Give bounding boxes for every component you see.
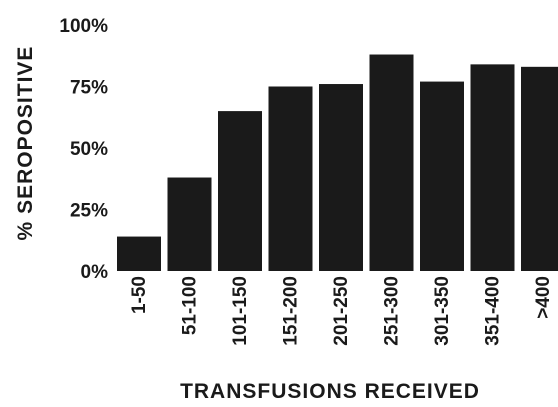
bar	[319, 84, 363, 271]
x-tick-label: 1-50	[129, 276, 150, 314]
bar	[268, 86, 313, 271]
y-tick-label: 50%	[70, 139, 108, 160]
bar	[420, 81, 464, 271]
x-tick-label: 301-350	[432, 276, 453, 346]
x-axis-tick-labels: 1-50 51-100 101-150 151-200 201-250 251-300 30…	[129, 276, 554, 346]
y-tick-label: 0%	[81, 262, 109, 283]
y-axis-title: % SEROPOSITIVE	[14, 46, 37, 241]
bars	[117, 54, 558, 271]
x-tick-label: 51-100	[180, 276, 201, 335]
bar	[167, 177, 212, 271]
x-tick-label: 351-400	[483, 276, 504, 346]
bar	[470, 64, 515, 271]
x-axis-title: TRANSFUSIONS RECEIVED	[180, 380, 480, 403]
bar	[218, 111, 262, 271]
bar	[521, 66, 558, 271]
y-axis-tick-labels: 0% 25% 50% 75% 100%	[59, 16, 108, 283]
y-tick-label: 25%	[70, 201, 108, 222]
x-tick-label: 201-250	[331, 276, 352, 346]
x-tick-label: 251-300	[382, 276, 403, 346]
bar	[369, 54, 414, 271]
x-tick-label: 151-200	[281, 276, 302, 346]
x-tick-label: >400	[533, 276, 554, 319]
x-tick-label: 101-150	[230, 276, 251, 346]
y-tick-label: 75%	[70, 78, 108, 99]
bar	[117, 236, 161, 271]
y-tick-label: 100%	[59, 16, 108, 37]
